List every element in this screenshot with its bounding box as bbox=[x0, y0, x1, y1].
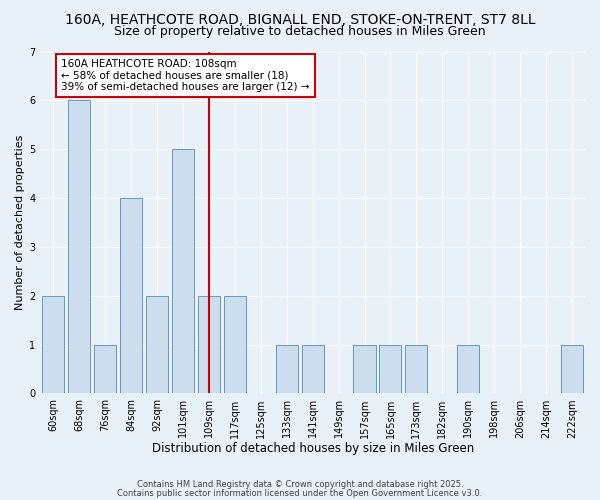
Bar bbox=[198, 296, 220, 394]
Text: Contains HM Land Registry data © Crown copyright and database right 2025.: Contains HM Land Registry data © Crown c… bbox=[137, 480, 463, 489]
Bar bbox=[146, 296, 168, 394]
Bar bbox=[275, 344, 298, 394]
Text: 160A HEATHCOTE ROAD: 108sqm
← 58% of detached houses are smaller (18)
39% of sem: 160A HEATHCOTE ROAD: 108sqm ← 58% of det… bbox=[61, 59, 310, 92]
Bar bbox=[353, 344, 376, 394]
Bar bbox=[379, 344, 401, 394]
Bar bbox=[561, 344, 583, 394]
Text: 160A, HEATHCOTE ROAD, BIGNALL END, STOKE-ON-TRENT, ST7 8LL: 160A, HEATHCOTE ROAD, BIGNALL END, STOKE… bbox=[65, 12, 535, 26]
X-axis label: Distribution of detached houses by size in Miles Green: Distribution of detached houses by size … bbox=[152, 442, 474, 455]
Text: Size of property relative to detached houses in Miles Green: Size of property relative to detached ho… bbox=[114, 25, 486, 38]
Text: Contains public sector information licensed under the Open Government Licence v3: Contains public sector information licen… bbox=[118, 488, 482, 498]
Bar bbox=[224, 296, 246, 394]
Bar bbox=[94, 344, 116, 394]
Bar bbox=[120, 198, 142, 394]
Bar bbox=[302, 344, 323, 394]
Bar bbox=[42, 296, 64, 394]
Bar bbox=[172, 149, 194, 394]
Y-axis label: Number of detached properties: Number of detached properties bbox=[15, 135, 25, 310]
Bar bbox=[457, 344, 479, 394]
Bar bbox=[68, 100, 90, 394]
Bar bbox=[406, 344, 427, 394]
